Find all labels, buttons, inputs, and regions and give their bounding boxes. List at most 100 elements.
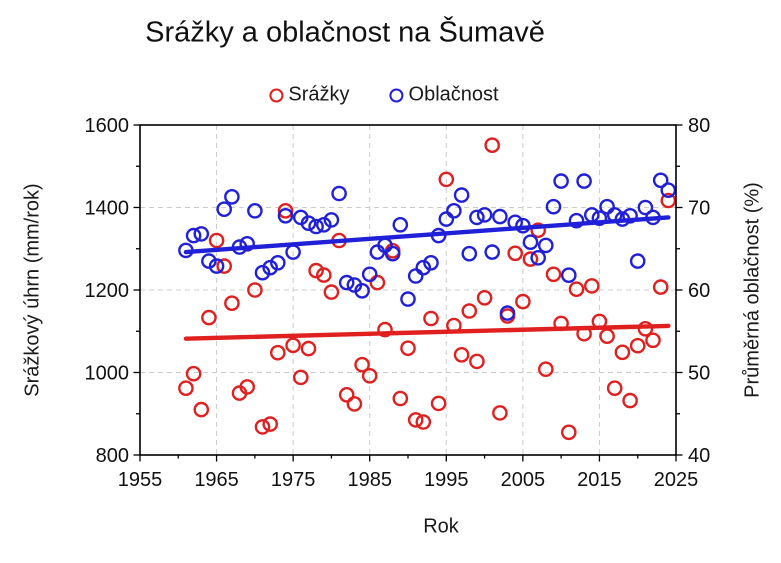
scatter-point xyxy=(484,137,501,153)
scatter-point xyxy=(606,380,623,397)
scatter-point xyxy=(568,281,585,298)
series-srky xyxy=(178,137,677,441)
scatter-point xyxy=(515,293,531,310)
scatter-point xyxy=(423,310,439,327)
scatter-point xyxy=(208,258,225,274)
x-axis-title: Rok xyxy=(423,515,459,538)
scatter-point xyxy=(576,173,592,189)
y-tick-labels-right: 40 50 60 70 80 xyxy=(688,115,710,467)
scatter-point xyxy=(201,253,217,269)
scatter-point xyxy=(538,237,554,254)
scatter-point xyxy=(323,284,340,300)
scatter-point xyxy=(492,208,508,225)
scatter-point xyxy=(599,328,615,345)
scatter-point xyxy=(545,198,562,215)
axis-ticks xyxy=(133,124,683,462)
legend-label-srazky: Srážky xyxy=(288,83,350,106)
x-tick-label: 1995 xyxy=(424,469,469,491)
scatter-point xyxy=(629,253,646,269)
y-tick-label-left: 800 xyxy=(96,445,129,467)
scatter-point xyxy=(637,199,654,216)
scatter-point xyxy=(530,249,547,266)
y-tick-label-right: 80 xyxy=(688,115,710,137)
x-tick-label: 2005 xyxy=(501,469,546,491)
scatter-point xyxy=(492,405,508,421)
scatter-point xyxy=(269,344,286,361)
scatter-point xyxy=(530,222,547,238)
trend-oblanost xyxy=(183,215,671,255)
x-tick-label: 1975 xyxy=(271,469,316,491)
scatter-point xyxy=(193,226,210,242)
scatter-point xyxy=(354,282,370,299)
scatter-point xyxy=(660,182,677,198)
scatter-point xyxy=(285,337,301,354)
scatter-point xyxy=(254,419,271,435)
scatter-point xyxy=(561,424,577,441)
oblacnost-circle-marker-icon xyxy=(389,88,404,102)
scatter-point xyxy=(438,171,455,188)
scatter-point xyxy=(247,282,263,298)
scatter-point xyxy=(461,245,478,262)
x-tick-label: 1985 xyxy=(347,469,392,491)
legend-item-oblacnost: Oblačnost xyxy=(389,83,499,107)
scatter-point xyxy=(469,209,485,226)
chart-title: Srážky a oblačnost na Šumavě xyxy=(145,16,545,49)
scatter-point xyxy=(499,305,516,321)
scatter-point xyxy=(545,266,562,283)
x-tick-label: 1955 xyxy=(118,469,163,491)
x-tick-labels: 1955 1965 1975 1985 1995 2005 2015 2025 xyxy=(118,469,699,491)
scatter-point xyxy=(308,262,324,279)
scatter-point xyxy=(484,244,501,260)
scatter-point xyxy=(216,201,232,217)
scatter-point xyxy=(407,412,424,428)
scatter-point xyxy=(331,185,347,202)
scatter-point xyxy=(392,216,409,233)
scatter-point xyxy=(591,210,608,226)
legend-item-srazky: Srážky xyxy=(269,83,350,107)
scatter-point xyxy=(652,172,669,189)
scatter-point xyxy=(599,198,615,215)
scatter-point xyxy=(308,218,324,235)
scatter-point xyxy=(239,235,255,252)
scatter-point xyxy=(346,396,363,412)
y-tick-label-left: 1400 xyxy=(85,198,130,220)
scatter-point xyxy=(361,367,378,384)
scatter-point xyxy=(269,254,286,271)
scatter-point xyxy=(377,321,393,338)
scatter-point xyxy=(622,207,638,224)
scatter-point xyxy=(476,289,493,306)
scatter-point xyxy=(216,258,232,274)
scatter-point xyxy=(561,267,577,284)
scatter-point xyxy=(469,353,485,370)
y-tick-label-right: 50 xyxy=(688,363,710,385)
scatter-point xyxy=(476,207,493,223)
scatter-point xyxy=(201,309,217,326)
scatter-point xyxy=(652,279,669,295)
scatter-point xyxy=(538,361,554,378)
scatter-point xyxy=(584,278,600,294)
legend-label-oblacnost: Oblačnost xyxy=(408,83,499,106)
scatter-point xyxy=(300,215,317,231)
scatter-point xyxy=(338,386,355,403)
scatter-point xyxy=(323,212,340,228)
y-tick-label-left: 1000 xyxy=(85,363,130,385)
scatter-point xyxy=(247,202,263,219)
scatter-point xyxy=(384,245,401,262)
scatter-point xyxy=(423,254,439,271)
y-tick-label-right: 60 xyxy=(688,280,710,302)
scatter-point xyxy=(254,264,271,281)
scatter-point xyxy=(224,295,240,312)
scatter-point xyxy=(645,332,661,349)
scatter-point xyxy=(522,234,539,250)
scatter-point xyxy=(629,337,646,354)
chart-legend: Srážky Oblačnost xyxy=(269,83,499,107)
scatter-point xyxy=(185,227,202,244)
x-tick-label: 1965 xyxy=(194,469,239,491)
scatter-point xyxy=(614,344,631,361)
scatter-point xyxy=(400,340,416,357)
scatter-point xyxy=(315,267,332,283)
scatter-point xyxy=(193,401,210,418)
scatter-point xyxy=(369,274,386,291)
y-tick-label-right: 40 xyxy=(688,445,710,467)
